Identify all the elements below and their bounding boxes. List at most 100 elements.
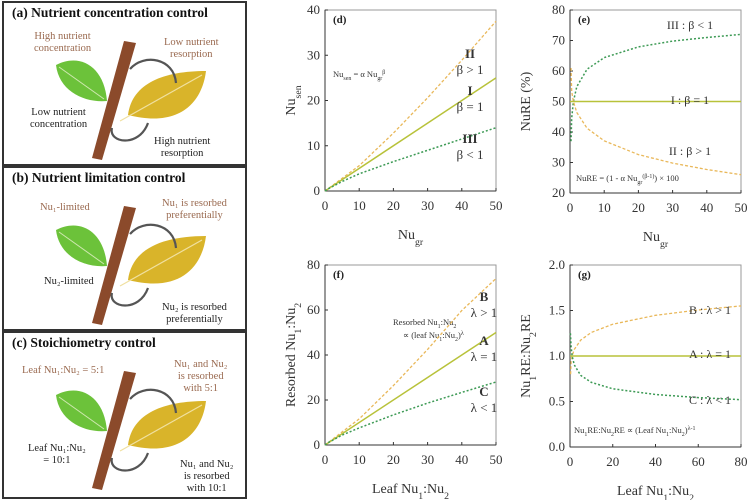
green-leaf-bottom-label: Low nutrient concentration <box>30 107 88 130</box>
series-name: I <box>467 83 472 98</box>
green-leaf-bottom-label: Nu₂-limited <box>44 276 94 287</box>
x-tick-label: 10 <box>598 200 611 215</box>
y-tick-label: 20 <box>307 392 320 407</box>
series-line-C <box>569 333 742 401</box>
equation-text: ∝ (leaf Nu1:Nu2)λ <box>403 330 464 343</box>
panel-label: (e) <box>578 14 591 26</box>
y-tick-label: 60 <box>552 63 565 78</box>
panel-title: (a) Nutrient concentration control <box>12 5 208 20</box>
x-tick-label: 20 <box>632 200 645 215</box>
y-axis-title: NuRE (%) <box>519 71 534 131</box>
y-tick-label: 0.5 <box>549 394 565 409</box>
x-axis-title: Leaf Nu1:Nu2 <box>372 482 449 500</box>
x-tick-label: 40 <box>455 452 468 467</box>
x-tick-label: 60 <box>692 454 705 469</box>
panel-title: (b) Nutrient limitation control <box>12 170 186 185</box>
x-tick-label: 20 <box>387 452 400 467</box>
y-tick-label: 60 <box>307 302 320 317</box>
series-name: A <box>479 333 489 348</box>
y-axis-title: Nusen <box>284 85 304 115</box>
chart-g: 0 20 40 60 80 0.0 0.5 1.0 1.5 2.0 (g) Leaf Nu1:Nu2 N… <box>519 257 748 500</box>
panel-b-limitation-control: (b) Nutrient limitation control Nu₁-limi… <box>2 166 247 331</box>
series-condition: λ > 1 <box>471 305 498 320</box>
green-leaf-bottom-label: Leaf Nu₁:Nu₂ = 10:1 <box>28 443 86 466</box>
yellow-leaf-bottom-label: Nu₁ and Nu₂ is resorbed with 10:1 <box>180 459 234 494</box>
y-tick-label: 30 <box>552 155 565 170</box>
series-line-B <box>569 305 742 375</box>
y-tick-label: 70 <box>552 33 565 48</box>
y-tick-label: 80 <box>552 2 565 17</box>
x-tick-label: 50 <box>490 198 503 213</box>
series-condition: β > 1 <box>457 62 484 77</box>
green-leaf-top-label: Leaf Nu₁:Nu₂ = 5:1 <box>22 365 105 376</box>
y-axis-title: Resorbed Nu1:Nu2 <box>284 303 304 407</box>
panel-label: (f) <box>333 269 344 281</box>
y-tick-label: 2.0 <box>549 257 565 272</box>
yellow-leaf-bottom-label: Nu₂ is resorbed preferentially <box>162 302 227 325</box>
panel-title: (c) Stoichiometry control <box>12 335 156 350</box>
x-tick-label: 80 <box>735 454 748 469</box>
y-tick-label: 40 <box>307 347 320 362</box>
series-condition: β = 1 <box>457 99 484 114</box>
x-tick-label: 40 <box>649 454 662 469</box>
y-tick-label: 0 <box>314 437 321 452</box>
series-line-C <box>324 381 497 446</box>
panel-a-concentration-control: (a) Nutrient concentration control High … <box>2 1 247 166</box>
x-tick-label: 0 <box>322 452 329 467</box>
series-line-III <box>324 126 497 192</box>
green-leaf-top-label: High nutrient concentration <box>34 31 92 54</box>
series-line-A <box>324 331 497 446</box>
x-tick-label: 40 <box>455 198 468 213</box>
x-tick-label: 0 <box>322 198 329 213</box>
y-tick-label: 80 <box>307 257 320 272</box>
x-tick-label: 50 <box>490 452 503 467</box>
series-label: A : λ = 1 <box>689 347 731 361</box>
x-tick-label: 20 <box>387 198 400 213</box>
y-axis-title: Nu1RE:Nu2RE <box>519 314 539 398</box>
panel-c-stoichiometry-control: (c) Stoichiometry control Leaf Nu₁:Nu₂ =… <box>2 331 247 499</box>
series-line-II <box>570 67 742 176</box>
x-axis-title: Leaf Nu1:Nu2 <box>617 484 694 500</box>
x-tick-label: 0 <box>567 454 574 469</box>
series-name: II <box>465 46 475 61</box>
equation-text: Resorbed Nu1:Nu2 <box>393 317 456 330</box>
y-tick-label: 10 <box>307 138 320 153</box>
series-condition: λ = 1 <box>471 349 498 364</box>
y-tick-label: 20 <box>307 93 320 108</box>
yellow-leaf-top-label: Low nutrient resorption <box>164 37 219 60</box>
yellow-leaf-top-label: Nu₁ is resorbed preferentially <box>162 198 227 221</box>
series-label: B : λ > 1 <box>689 303 731 317</box>
x-tick-label: 40 <box>700 200 713 215</box>
y-tick-label: 20 <box>552 185 565 200</box>
equation-text: Nusen = α Nugrβ <box>333 69 385 82</box>
equation-text: NuRE = (1 - α Nugr(β-1)) × 100 <box>576 173 679 186</box>
chart-d: 0 10 20 30 40 50 0 10 20 30 40 (d) Nugr Nusen Nusen = … <box>284 2 503 248</box>
x-tick-label: 0 <box>567 200 574 215</box>
y-tick-label: 0.0 <box>549 439 565 454</box>
y-tick-label: 40 <box>307 2 320 17</box>
series-name: C <box>479 384 488 399</box>
series-line-III <box>570 33 742 142</box>
x-tick-label: 30 <box>421 198 434 213</box>
series-label: I : β = 1 <box>671 93 709 107</box>
equation-text: Nu1RE:Nu2RE ∝ (Leaf Nu1:Nu2)λ-1 <box>574 425 695 438</box>
green-leaf-top-label: Nu₁-limited <box>40 202 90 213</box>
x-tick-label: 30 <box>421 452 434 467</box>
series-label: III : β < 1 <box>667 18 713 32</box>
x-tick-label: 30 <box>666 200 679 215</box>
chart-f: 0 10 20 30 40 50 0 20 40 60 80 (f) Leaf Nu1:Nu2 Resor… <box>284 257 503 500</box>
y-tick-label: 1.5 <box>549 303 565 318</box>
yellow-leaf-top-label: Nu₁ and Nu₂ is resorbed with 5:1 <box>174 359 228 394</box>
series-line-B <box>324 278 497 446</box>
series-line-II <box>324 20 497 192</box>
y-tick-label: 0 <box>314 183 321 198</box>
x-tick-label: 20 <box>606 454 619 469</box>
y-tick-label: 40 <box>552 124 565 139</box>
series-line-I <box>324 77 497 192</box>
x-tick-label: 10 <box>353 452 366 467</box>
panel-label: (d) <box>333 14 347 26</box>
y-tick-label: 50 <box>552 94 565 109</box>
panel-label: (g) <box>578 269 591 281</box>
chart-e: 0 10 20 30 40 50 20 30 40 50 60 70 80 (e) Nugr NuRE (%)… <box>519 2 748 250</box>
